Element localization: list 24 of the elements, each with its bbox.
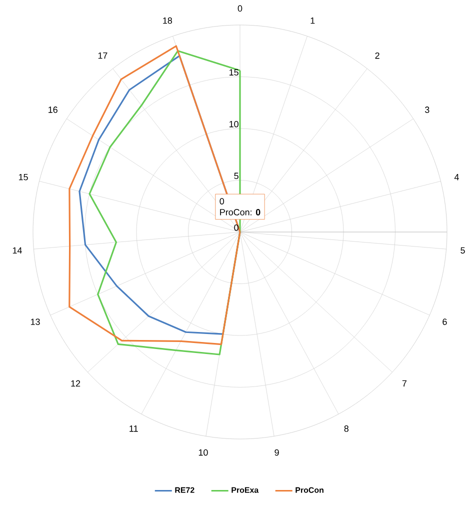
spoke-label: 12 <box>71 380 80 387</box>
spoke-label: 2 <box>375 52 380 59</box>
spoke-label: 7 <box>402 380 407 386</box>
spoke-label: 17 <box>98 52 108 59</box>
spoke-label: 4 <box>454 174 460 180</box>
spoke-label: 1 <box>310 17 315 24</box>
spoke-label: 16 <box>48 106 58 113</box>
spoke-label: 6 <box>442 318 448 325</box>
spoke-label: 11 <box>130 426 138 432</box>
y-tick-label: 5 <box>234 172 239 180</box>
spoke-label: 10 <box>199 449 208 456</box>
spoke-label: 14 <box>13 247 22 254</box>
y-tick-label: 15 <box>230 69 239 76</box>
spoke-label: 13 <box>31 318 40 325</box>
spoke-label: 15 <box>19 174 28 180</box>
spoke-label: 9 <box>274 449 280 456</box>
y-tick-label: 10 <box>230 120 239 128</box>
spoke-label: 3 <box>425 106 430 113</box>
text: ProCon: 0 <box>220 209 260 216</box>
spoke-label: 5 <box>460 247 466 254</box>
y-tick-label: 0 <box>234 224 239 231</box>
text: 0 <box>220 198 224 204</box>
spoke-label: 8 <box>344 425 349 432</box>
spoke-label: 18 <box>163 17 172 24</box>
